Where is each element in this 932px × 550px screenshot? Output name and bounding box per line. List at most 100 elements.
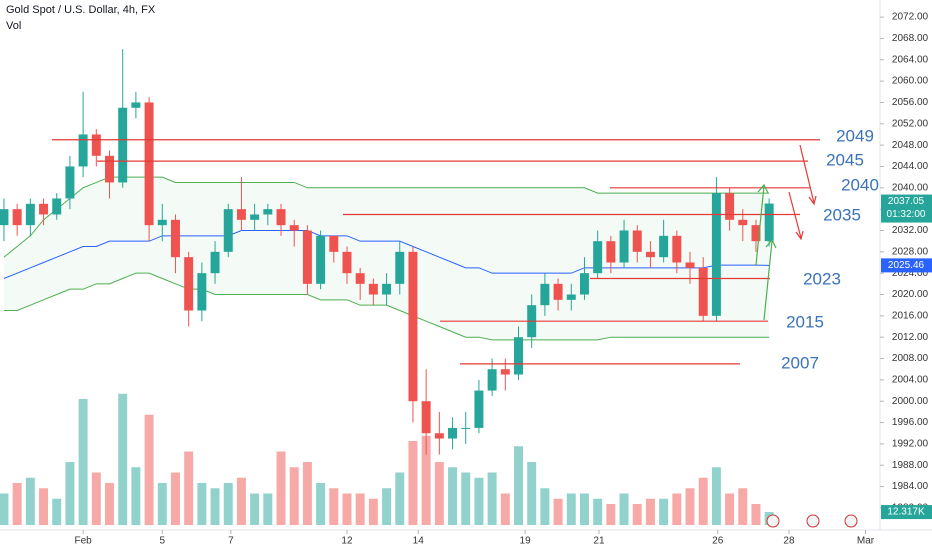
last-price: 2037.05 bbox=[888, 196, 925, 207]
volume-bar bbox=[144, 414, 154, 525]
candle-body bbox=[579, 273, 589, 295]
volume-bar bbox=[461, 472, 471, 525]
x-tick-label: 14 bbox=[413, 536, 425, 547]
candle-body bbox=[382, 283, 392, 295]
arrow bbox=[788, 191, 802, 239]
volume-bar bbox=[263, 493, 273, 525]
candle-body bbox=[39, 203, 49, 215]
chart-title: Gold Spot / U.S. Dollar, 4h, FX bbox=[6, 4, 156, 16]
candle-body bbox=[65, 166, 75, 199]
candle-body bbox=[408, 251, 418, 402]
level-label: 2007 bbox=[781, 353, 819, 372]
arrow-head bbox=[795, 230, 804, 241]
volume-bar bbox=[65, 462, 75, 525]
volume-bar bbox=[25, 477, 35, 525]
band-line bbox=[3, 176, 770, 258]
volume-bar bbox=[672, 493, 682, 525]
candle-body bbox=[78, 134, 88, 167]
candle-body bbox=[223, 209, 233, 252]
bands bbox=[3, 176, 770, 341]
volume-bar bbox=[606, 504, 616, 525]
y-tick-label: 2056.00 bbox=[892, 97, 929, 108]
candle-body bbox=[725, 193, 735, 220]
y-tick-label: 2032.00 bbox=[892, 225, 929, 236]
candle-body bbox=[448, 427, 458, 439]
price-box bbox=[881, 194, 932, 223]
candle-body bbox=[25, 203, 35, 226]
volume-bar bbox=[408, 441, 418, 525]
volume-bar bbox=[118, 393, 128, 525]
volume-bar bbox=[0, 493, 9, 525]
volume-bar bbox=[368, 498, 378, 525]
candle-body bbox=[659, 235, 669, 258]
level-label: 2045 bbox=[826, 150, 864, 169]
y-tick-label: 2020.00 bbox=[892, 289, 929, 300]
volume-bar bbox=[236, 477, 246, 525]
y-tick-label: 2000.00 bbox=[892, 396, 929, 407]
y-tick-label: 2064.00 bbox=[892, 54, 929, 65]
volume-bar bbox=[659, 498, 669, 525]
candle-body bbox=[105, 155, 114, 183]
volume-bar bbox=[276, 451, 286, 525]
volume-bar bbox=[474, 477, 484, 525]
x-tick-label: 5 bbox=[159, 536, 165, 547]
x-tick-label: 21 bbox=[593, 536, 605, 547]
volume-bar bbox=[738, 488, 748, 525]
volume-bar bbox=[289, 467, 299, 525]
volume-value: 12.317K bbox=[887, 507, 925, 518]
volume-bar bbox=[197, 483, 207, 525]
x-tick-label: 19 bbox=[520, 536, 532, 547]
candle-body bbox=[342, 251, 352, 274]
level-label: 2035 bbox=[823, 205, 861, 224]
candle-body bbox=[738, 219, 748, 226]
volume-bar bbox=[685, 488, 695, 525]
x-tick-label: 7 bbox=[228, 536, 234, 547]
icon bbox=[844, 514, 858, 528]
arrow-head bbox=[757, 183, 769, 194]
volume-bar bbox=[395, 472, 405, 525]
candle-body bbox=[276, 209, 286, 226]
candle-body bbox=[210, 251, 220, 274]
candle-body bbox=[184, 257, 194, 311]
candle-body bbox=[632, 230, 642, 252]
candle-body bbox=[197, 273, 207, 311]
volume-bar bbox=[500, 493, 510, 525]
candle-body bbox=[434, 433, 444, 439]
candle-body bbox=[566, 294, 576, 300]
candle-body bbox=[421, 401, 431, 434]
volume-bar bbox=[12, 483, 22, 525]
volume-bar bbox=[566, 493, 576, 525]
band-line bbox=[3, 229, 770, 279]
y-tick-label: 1992.00 bbox=[892, 439, 929, 450]
candles bbox=[0, 49, 774, 455]
y-tick-label: 2012.00 bbox=[892, 332, 929, 343]
candle-body bbox=[606, 241, 616, 263]
volume-bar bbox=[157, 483, 167, 525]
candle-body bbox=[316, 235, 326, 284]
volume-bar bbox=[91, 472, 101, 525]
x-tick-label: Mar bbox=[857, 536, 875, 547]
volume-bar bbox=[329, 488, 339, 525]
x-tick-label: 26 bbox=[712, 536, 724, 547]
volume-bar bbox=[223, 483, 233, 525]
volume-bar bbox=[382, 488, 392, 525]
volume-box bbox=[881, 505, 932, 520]
candle-body bbox=[91, 134, 101, 156]
x-tick-label: 28 bbox=[783, 536, 795, 547]
volume-bar bbox=[725, 493, 735, 525]
candle-body bbox=[685, 262, 695, 268]
y-tick-label: 2072.00 bbox=[892, 12, 929, 23]
candle-body bbox=[751, 225, 761, 242]
candle-body bbox=[250, 214, 260, 220]
y-tick-label: 2004.00 bbox=[892, 375, 929, 386]
volume-bar bbox=[250, 493, 260, 525]
arrow-head bbox=[765, 238, 777, 249]
y-tick-label: 2024.00 bbox=[892, 268, 929, 279]
volume-bar bbox=[579, 493, 589, 525]
volume-bar bbox=[514, 446, 523, 525]
x-tick-label: 12 bbox=[341, 536, 353, 547]
volume-bar bbox=[184, 451, 194, 525]
volume-bar bbox=[593, 498, 603, 525]
